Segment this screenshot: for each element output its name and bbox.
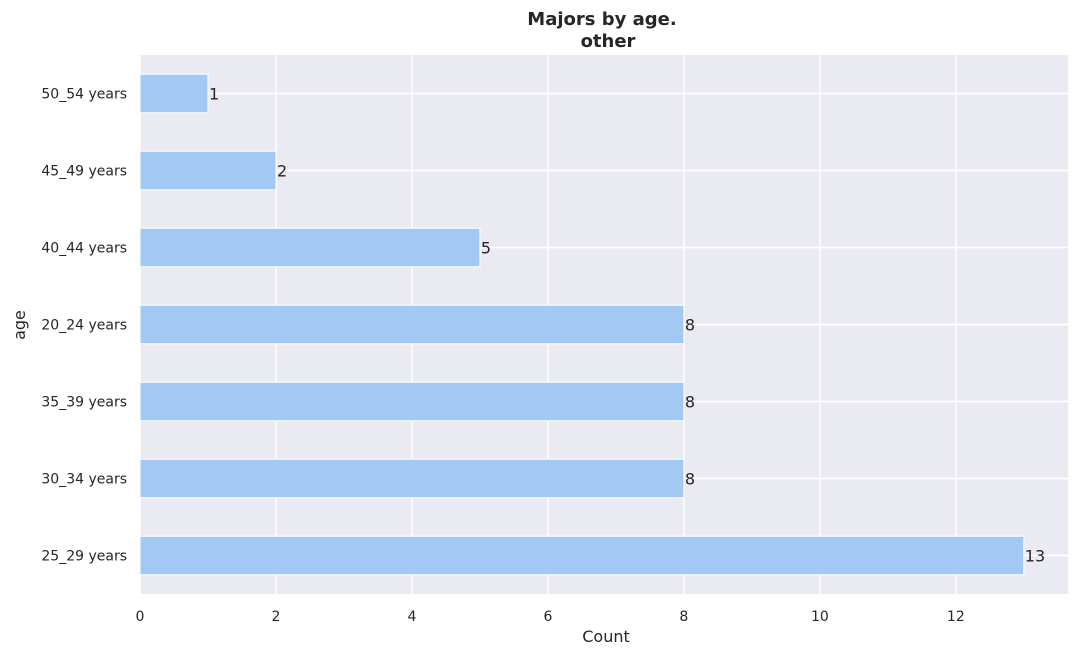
y-tick-labels: 25_29 years 30_34 years 35_39 years 20_24 y…	[41, 87, 127, 565]
bar-value-label: 13	[1025, 547, 1045, 566]
x-tick-label: 6	[543, 609, 552, 625]
y-tick-label: 25_29 years	[41, 549, 127, 565]
x-tick-label: 8	[679, 609, 688, 625]
bar	[139, 227, 481, 268]
x-tick-label: 0	[136, 609, 145, 625]
bar-value-label: 5	[481, 239, 491, 258]
bar	[139, 458, 685, 499]
x-tick-label: 2	[272, 609, 281, 625]
y-axis-label: age	[10, 310, 29, 340]
data-labels: 13 8 8 8 5 2 1	[209, 85, 1045, 566]
y-tick-label: 50_54 years	[41, 87, 127, 103]
y-tick-label: 35_39 years	[41, 395, 127, 411]
bar-value-label: 8	[685, 393, 695, 412]
bar	[139, 73, 209, 114]
x-axis-label: Count	[582, 627, 630, 646]
bar	[139, 150, 277, 191]
bar-value-label: 8	[685, 470, 695, 489]
bar	[139, 304, 685, 345]
bar	[139, 535, 1025, 576]
x-tick-label: 12	[947, 609, 965, 625]
x-tick-labels: 0 2 4 6 8 10 12	[136, 609, 965, 625]
x-tick-label: 4	[407, 609, 416, 625]
chart-title-line1: Majors by age.	[527, 9, 676, 30]
y-tick-label: 40_44 years	[41, 241, 127, 257]
x-tick-label: 10	[811, 609, 829, 625]
bar	[139, 381, 685, 422]
chart-title-line2: other	[581, 31, 636, 52]
bar-value-label: 2	[277, 162, 287, 181]
bars	[139, 73, 1025, 576]
bar-value-label: 8	[685, 316, 695, 335]
y-tick-label: 30_34 years	[41, 472, 127, 488]
y-tick-label: 45_49 years	[41, 164, 127, 180]
y-tick-label: 20_24 years	[41, 318, 127, 334]
bar-value-label: 1	[209, 85, 219, 104]
